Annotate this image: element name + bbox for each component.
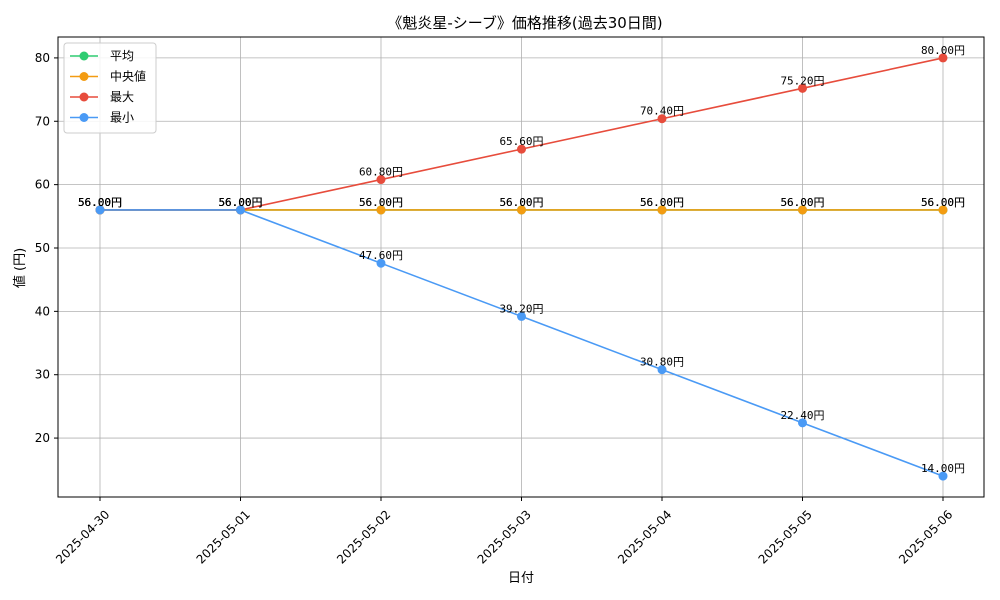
data-label: 65.60円 — [499, 135, 543, 148]
data-point — [798, 205, 807, 215]
data-point — [657, 365, 667, 375]
data-label: 56.00円 — [921, 196, 965, 209]
data-point — [657, 205, 667, 215]
legend-label: 中央値 — [110, 69, 146, 84]
legend-item: 中央値 — [70, 69, 146, 84]
x-tick-label: 2025-05-04 — [615, 507, 674, 566]
data-label: 39.20円 — [499, 302, 543, 315]
legend-item: 最小 — [70, 111, 134, 125]
data-label: 56.00円 — [640, 196, 684, 209]
data-label: 56.00円 — [359, 196, 403, 209]
data-label: 56.00円 — [78, 196, 122, 209]
data-label: 22.40円 — [780, 409, 824, 422]
data-label: 70.40円 — [640, 105, 684, 118]
x-tick-label: 2025-04-30 — [53, 507, 112, 566]
data-point — [517, 144, 526, 154]
data-label: 56.00円 — [780, 196, 824, 209]
legend-marker — [79, 113, 89, 122]
y-tick-label: 30 — [35, 368, 50, 382]
grid — [58, 37, 984, 497]
y-axis-ticks: 20 30 40 50 60 70 80 — [35, 51, 58, 445]
data-label: 56.00円 — [499, 196, 543, 209]
data-point — [376, 258, 386, 268]
x-tick-label: 2025-05-03 — [475, 507, 534, 566]
data-label: 56.00円 — [218, 196, 262, 209]
y-axis-label: 値 (円) — [12, 248, 28, 288]
data-label: 56.00円 — [218, 196, 262, 209]
data-label: 75.20円 — [780, 74, 824, 87]
x-tick-label: 2025-05-06 — [896, 507, 955, 566]
y-tick-label: 50 — [35, 241, 50, 255]
data-label: 56.00円 — [218, 196, 262, 209]
legend-item: 最大 — [70, 90, 134, 104]
data-point — [376, 205, 386, 215]
data-label: 60.80円 — [359, 166, 403, 179]
legend-label: 最小 — [110, 111, 134, 125]
data-label: 56.00円 — [78, 196, 122, 209]
data-point — [517, 311, 526, 321]
y-tick-label: 40 — [35, 304, 50, 318]
data-point — [236, 205, 245, 215]
legend-box — [63, 42, 157, 134]
data-label: 14.00円 — [921, 462, 965, 475]
y-tick-label: 20 — [35, 431, 50, 445]
data-point — [95, 205, 105, 215]
data-label: 56.00円 — [499, 196, 543, 209]
data-label: 80.00円 — [921, 44, 965, 57]
legend-marker — [79, 92, 89, 102]
x-tick-label: 2025-05-05 — [756, 507, 815, 566]
y-tick-label: 70 — [35, 114, 50, 128]
y-tick-label: 60 — [35, 178, 50, 192]
data-point — [657, 114, 667, 124]
data-label: 56.00円 — [780, 196, 824, 209]
data-label: 30.80円 — [640, 356, 684, 369]
data-point — [938, 53, 948, 63]
data-point — [517, 205, 526, 215]
x-axis-ticks: 2025-04-30 2025-05-01 2025-05-02 2025-05-03… — [53, 497, 955, 567]
data-label: 47.60円 — [359, 249, 403, 262]
x-tick-label: 2025-05-02 — [334, 507, 393, 566]
data-point — [938, 471, 948, 481]
data-point — [798, 418, 807, 428]
data-point — [376, 175, 386, 185]
legend-label: 最大 — [110, 90, 134, 104]
legend-marker — [79, 51, 89, 61]
data-labels: 56.00円 56.00円 56.00円 56.00円 56.00円 56.00円 56.0… — [78, 44, 965, 475]
data-label: 56.00円 — [640, 196, 684, 209]
legend-label: 平均 — [110, 49, 134, 63]
data-point — [798, 83, 807, 93]
y-tick-label: 80 — [35, 51, 50, 65]
plot-area — [57, 36, 985, 498]
data-label: 56.00円 — [78, 196, 122, 209]
data-label: 56.00円 — [359, 196, 403, 209]
data-label: 56.00円 — [218, 196, 262, 209]
legend-marker — [79, 72, 89, 81]
legend-item: 平均 — [70, 49, 134, 63]
chart-title: 《魁炎星-シーブ》価格推移(過去30日間) — [387, 14, 662, 32]
x-tick-label: 2025-05-01 — [194, 507, 253, 566]
data-label: 56.00円 — [921, 196, 965, 209]
x-axis-label: 日付 — [508, 571, 534, 586]
series-group — [95, 53, 948, 481]
series-最小 — [95, 205, 948, 481]
data-label: 56.00円 — [78, 196, 122, 209]
data-point — [938, 205, 948, 215]
